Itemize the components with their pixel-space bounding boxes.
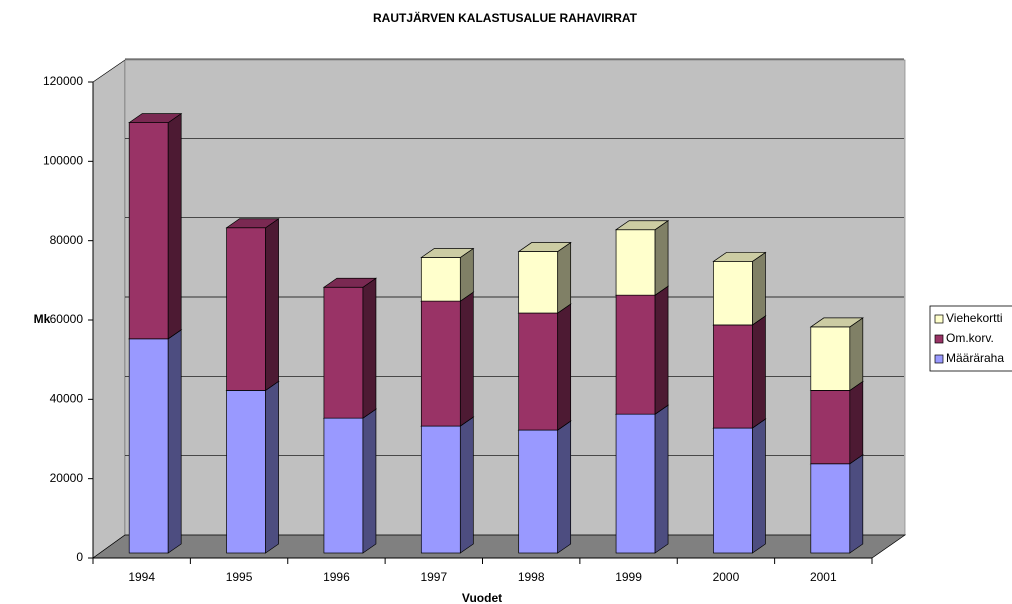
bar-side (167, 329, 182, 554)
bar-top (809, 317, 864, 328)
legend-swatch (934, 314, 944, 324)
bar-side (557, 420, 572, 554)
bar-top (128, 113, 183, 123)
bar (809, 317, 864, 392)
bar-side (849, 454, 864, 554)
bar (517, 241, 572, 314)
bar-side (265, 218, 279, 392)
bar-side (362, 277, 377, 419)
bar (322, 408, 378, 554)
bar (128, 112, 183, 340)
bar-front (420, 257, 461, 302)
bar-top (614, 220, 670, 231)
legend-swatch (934, 354, 944, 364)
bar-front (713, 261, 753, 326)
bar (614, 285, 670, 415)
side-wall (92, 59, 126, 559)
bar-top (420, 248, 475, 258)
y-axis-label: Mk (34, 312, 51, 326)
bar-front (420, 300, 461, 427)
bar (712, 251, 767, 326)
bar-side (849, 317, 864, 392)
bar-top (517, 242, 572, 252)
y-tick-label: 40000 (50, 392, 84, 406)
bar-side (752, 418, 766, 554)
bar-front (128, 122, 169, 340)
legend-label: Määräraha (946, 351, 1004, 365)
bar (809, 380, 864, 465)
bar-front (323, 286, 364, 419)
x-tick-label: 2001 (810, 570, 837, 584)
bar (712, 315, 767, 429)
bar-side (752, 251, 766, 326)
bar-top (322, 277, 378, 288)
bar-front (615, 229, 656, 296)
bar-front (518, 429, 559, 554)
bar-side (654, 404, 669, 554)
legend-label: Om.korv. (946, 331, 994, 345)
legend-swatch (934, 334, 944, 344)
bar-front (810, 390, 851, 465)
bar-side (557, 303, 572, 431)
bar-top (225, 218, 280, 229)
bar (420, 247, 475, 302)
x-tick-label: 2000 (713, 570, 740, 584)
bar-front (226, 390, 266, 554)
x-tick-label: 1997 (420, 570, 447, 584)
y-tick-label: 60000 (50, 312, 84, 326)
y-tick-label: 120000 (43, 74, 83, 88)
bar (517, 303, 572, 431)
x-axis-label: Vuodet (462, 591, 502, 604)
bar-front (810, 326, 851, 391)
bar (614, 404, 670, 554)
legend-label: Viehekortti (946, 311, 1002, 325)
bar-front (518, 251, 559, 314)
bar-side (362, 408, 377, 554)
bar-front (420, 425, 461, 554)
y-tick-label: 100000 (43, 154, 83, 168)
bar-front (323, 417, 364, 554)
bar (225, 218, 280, 392)
floor (91, 534, 907, 559)
bar-side (459, 291, 474, 427)
bar-side (654, 285, 669, 415)
bar-front (226, 227, 266, 391)
chart-title: RAUTJÄRVEN KALASTUSALUE RAHAVIRRAT (373, 10, 638, 25)
bar-side (849, 380, 864, 465)
x-tick-label: 1999 (615, 570, 642, 584)
bar (225, 380, 280, 554)
bar-side (265, 380, 279, 554)
bar-top (712, 252, 767, 262)
bar (809, 454, 864, 554)
bar (420, 416, 475, 554)
bar-side (752, 315, 766, 429)
bar-side (167, 112, 182, 340)
bar-side (654, 220, 669, 296)
bar-side (459, 416, 474, 554)
bar-front (128, 338, 169, 554)
bar-front (518, 312, 559, 431)
bar-front (615, 413, 656, 554)
bar-front (810, 463, 851, 554)
bar (517, 420, 572, 554)
y-tick-label: 80000 (50, 233, 84, 247)
bar-front (615, 294, 656, 415)
bar (712, 418, 767, 554)
bar-side (557, 241, 572, 314)
y-tick-label: 20000 (50, 471, 84, 485)
bar-front (713, 427, 753, 554)
y-tick-label: 0 (76, 550, 83, 564)
bar (128, 329, 183, 554)
legend-box (929, 305, 1012, 372)
bar (322, 277, 378, 419)
x-tick-label: 1996 (323, 570, 350, 584)
x-tick-label: 1995 (226, 570, 253, 584)
bar-front (713, 324, 753, 429)
x-tick-label: 1998 (518, 570, 545, 584)
bar (420, 291, 475, 427)
bar (614, 220, 670, 296)
x-tick-label: 1994 (128, 570, 155, 584)
